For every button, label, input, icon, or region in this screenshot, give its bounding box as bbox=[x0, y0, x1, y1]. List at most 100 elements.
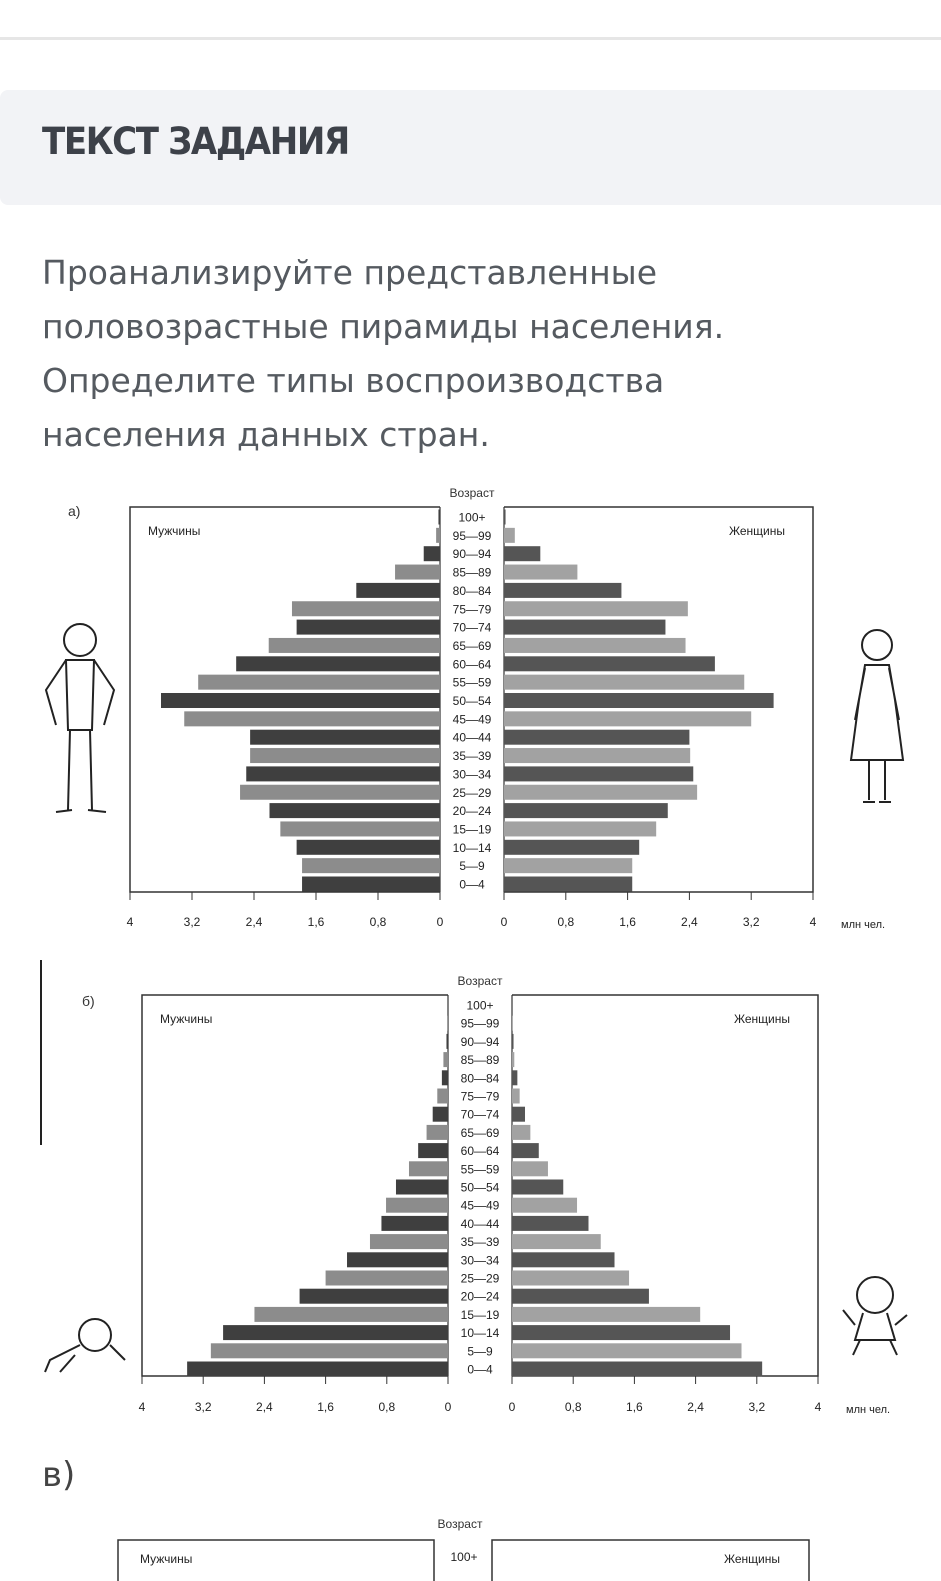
task-header: ТЕКСТ ЗАДАНИЯ bbox=[0, 90, 941, 205]
unit-label: млн чел. bbox=[841, 919, 885, 931]
female-tick-label: 3,2 bbox=[748, 1400, 765, 1414]
task-text-line: половозрастные пирамиды населения. bbox=[42, 307, 725, 346]
male-bar bbox=[446, 1033, 448, 1049]
age-group-label: 100+ bbox=[458, 511, 485, 525]
female-bar bbox=[504, 656, 715, 672]
female-bar bbox=[504, 546, 541, 562]
woman-figure-icon bbox=[849, 629, 905, 803]
female-bar bbox=[504, 509, 506, 525]
task-text: Проанализируйте представленные половозра… bbox=[42, 246, 912, 462]
male-tick-label: 0 bbox=[437, 915, 444, 929]
chart-c-label: в) bbox=[42, 1455, 76, 1495]
male-bar bbox=[447, 1015, 448, 1031]
male-bar bbox=[347, 1252, 448, 1268]
male-bar bbox=[250, 748, 440, 764]
age-group-label: 95—99 bbox=[461, 1017, 500, 1031]
age-label: 100+ bbox=[450, 1550, 477, 1564]
female-bar bbox=[504, 582, 622, 598]
man-figure-icon bbox=[44, 623, 116, 813]
male-label: Мужчины bbox=[148, 524, 200, 538]
female-bar bbox=[512, 1106, 526, 1122]
age-group-label: 50—54 bbox=[453, 694, 492, 708]
age-group-label: 30—34 bbox=[461, 1253, 500, 1267]
female-bar bbox=[512, 1361, 763, 1377]
age-group-label: 5—9 bbox=[467, 1344, 493, 1358]
female-bar bbox=[504, 784, 698, 800]
male-bar bbox=[369, 1234, 448, 1250]
age-group-label: 70—74 bbox=[453, 621, 492, 635]
top-divider bbox=[0, 37, 941, 40]
male-tick-label: 0,8 bbox=[378, 1400, 395, 1414]
male-panel-frame bbox=[117, 1539, 435, 1581]
chart-label: а) bbox=[68, 503, 80, 519]
male-tick-label: 0 bbox=[445, 1400, 452, 1414]
female-tick-label: 2,4 bbox=[681, 915, 698, 929]
male-bar bbox=[280, 821, 440, 837]
age-group-label: 35—39 bbox=[453, 749, 492, 763]
male-bar bbox=[441, 1070, 448, 1086]
female-bar bbox=[512, 1033, 514, 1049]
age-group-label: 5—9 bbox=[459, 859, 485, 873]
male-bar bbox=[250, 729, 440, 745]
male-bar bbox=[299, 1288, 448, 1304]
age-group-label: 80—84 bbox=[453, 584, 492, 598]
population-pyramid-b: б) Возраст Мужчины Женщины 100+ 95—99 90—94 85—… bbox=[44, 974, 908, 1416]
age-group-label: 15—19 bbox=[453, 822, 492, 836]
male-bar bbox=[240, 784, 440, 800]
male-bar bbox=[184, 711, 440, 727]
male-bar bbox=[161, 693, 440, 708]
age-group-label: 20—24 bbox=[461, 1290, 500, 1304]
female-bar bbox=[504, 527, 515, 543]
age-axis-title: Возраст bbox=[458, 974, 503, 988]
female-tick-label: 4 bbox=[815, 1400, 822, 1414]
male-bar bbox=[210, 1343, 448, 1359]
female-bar bbox=[504, 766, 694, 782]
male-bar bbox=[269, 803, 440, 819]
female-bar bbox=[512, 1088, 520, 1104]
age-group-label: 55—59 bbox=[461, 1162, 500, 1176]
age-group-label: 60—64 bbox=[453, 657, 492, 671]
female-bar bbox=[504, 839, 640, 855]
age-group-label: 30—34 bbox=[453, 767, 492, 781]
female-tick-label: 2,4 bbox=[687, 1400, 704, 1414]
female-bar bbox=[504, 637, 686, 653]
female-bar bbox=[504, 821, 657, 837]
male-tick-label: 4 bbox=[127, 915, 134, 929]
female-bar bbox=[504, 674, 745, 690]
female-bar bbox=[512, 1015, 513, 1031]
female-bar bbox=[512, 1052, 515, 1068]
female-tick-label: 0 bbox=[501, 915, 508, 929]
age-group-label: 40—44 bbox=[453, 731, 492, 745]
age-group-label: 25—29 bbox=[453, 786, 492, 800]
male-bar bbox=[246, 766, 440, 782]
male-tick-label: 0,8 bbox=[370, 915, 387, 929]
male-bar bbox=[418, 1143, 448, 1159]
task-text-line: Определите типы воспроизводства bbox=[42, 361, 665, 400]
age-group-label: 45—49 bbox=[461, 1199, 500, 1213]
female-label: Женщины bbox=[724, 1552, 780, 1566]
age-group-label: 90—94 bbox=[461, 1035, 500, 1049]
male-bar bbox=[302, 858, 440, 874]
age-group-label: 75—79 bbox=[453, 602, 492, 616]
age-group-label: 25—29 bbox=[461, 1272, 500, 1286]
female-bar bbox=[504, 858, 633, 874]
female-tick-label: 0 bbox=[509, 1400, 516, 1414]
population-pyramid-a: а) Возраст Мужчины Женщины 100+ 95—99 90—94 85—… bbox=[44, 486, 905, 931]
age-group-label: 35—39 bbox=[461, 1235, 500, 1249]
female-bar bbox=[512, 1161, 548, 1177]
male-bar bbox=[296, 619, 440, 635]
female-bar bbox=[512, 1288, 649, 1304]
female-bar bbox=[512, 1215, 589, 1231]
male-tick-label: 3,2 bbox=[195, 1400, 212, 1414]
female-bar bbox=[512, 1343, 742, 1359]
female-bar bbox=[504, 693, 774, 708]
task-text-line: населения данных стран. bbox=[42, 415, 490, 454]
male-bar bbox=[423, 546, 440, 562]
male-label: Мужчины bbox=[160, 1012, 212, 1026]
age-group-label: 10—14 bbox=[453, 841, 492, 855]
age-group-label: 85—89 bbox=[453, 566, 492, 580]
male-tick-label: 1,6 bbox=[317, 1400, 334, 1414]
female-tick-label: 0,8 bbox=[565, 1400, 582, 1414]
female-bar bbox=[512, 1270, 630, 1286]
male-bar bbox=[426, 1124, 448, 1140]
